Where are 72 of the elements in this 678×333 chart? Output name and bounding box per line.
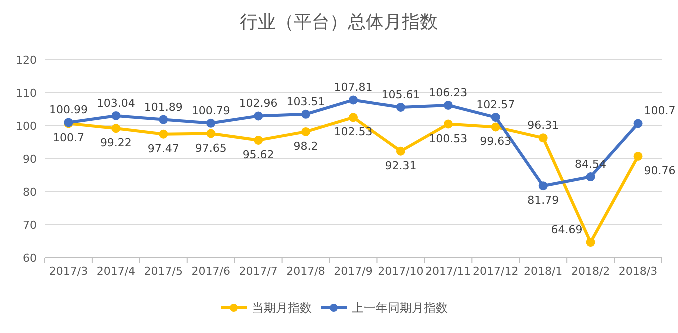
- data-label: 96.31: [528, 119, 560, 132]
- data-label: 102.53: [334, 126, 373, 139]
- chart-title: 行业（平台）总体月指数: [240, 12, 438, 33]
- point: [586, 238, 596, 248]
- data-label: 100.7: [644, 104, 676, 118]
- x-tick-label: 2018/1: [524, 265, 563, 278]
- point: [302, 127, 311, 136]
- data-label: 92.31: [385, 159, 417, 172]
- x-tick-label: 2018/3: [618, 265, 658, 278]
- data-label: 102.96: [239, 97, 278, 110]
- point: [396, 102, 406, 112]
- y-tick-label: 60: [23, 252, 37, 265]
- point: [586, 172, 596, 182]
- point: [396, 146, 406, 156]
- y-tick-label: 70: [23, 219, 37, 232]
- y-tick-label: 110: [16, 87, 37, 100]
- point: [254, 136, 264, 145]
- point: [159, 130, 168, 139]
- x-tick-label: 2017/11: [426, 265, 472, 278]
- y-tick-label: 80: [23, 186, 37, 199]
- x-tick-label: 2017/10: [378, 265, 424, 278]
- data-label: 106.23: [429, 86, 468, 100]
- x-tick-label: 2017/8: [286, 265, 326, 278]
- data-label: 90.76: [644, 164, 676, 178]
- x-tick-label: 2017/6: [192, 265, 230, 278]
- point: [206, 129, 216, 138]
- point: [444, 100, 453, 110]
- data-label: 103.51: [286, 95, 326, 108]
- point: [349, 96, 358, 105]
- point: [634, 152, 643, 161]
- data-label: 97.65: [195, 142, 227, 155]
- data-label: 100.99: [49, 104, 88, 117]
- point: [112, 124, 121, 134]
- point: [491, 113, 500, 122]
- point: [112, 111, 121, 120]
- data-label: 105.61: [382, 88, 420, 102]
- point: [254, 112, 264, 121]
- data-label: 102.57: [476, 98, 516, 112]
- data-label: 99.22: [100, 136, 132, 150]
- y-tick-label: 90: [23, 153, 37, 166]
- point: [444, 120, 453, 129]
- y-tick-label: 120: [16, 54, 37, 67]
- point: [538, 134, 548, 143]
- data-label: 101.89: [144, 100, 183, 114]
- data-label: 98.2: [294, 140, 318, 153]
- data-label: 81.79: [528, 194, 560, 208]
- x-tick-label: 2017/9: [334, 265, 373, 278]
- data-label: 103.04: [96, 96, 136, 110]
- data-label: 100.79: [192, 104, 230, 118]
- point: [349, 113, 358, 122]
- data-label: 97.47: [148, 142, 180, 156]
- x-tick-label: 2017/5: [144, 265, 184, 278]
- point: [491, 122, 500, 132]
- point: [206, 118, 216, 128]
- point: [159, 115, 168, 124]
- legend-label: 上一年同期月指数: [352, 301, 448, 315]
- data-label: 100.7: [52, 132, 84, 145]
- x-tick-label: 2017/3: [49, 265, 88, 278]
- y-tick-label: 100: [16, 120, 37, 133]
- legend-label: 当期月指数: [252, 301, 312, 315]
- data-label: 64.69: [551, 224, 583, 237]
- x-tick-label: 2017/4: [96, 265, 136, 278]
- data-label: 100.53: [429, 132, 468, 146]
- point: [634, 119, 643, 128]
- point: [302, 110, 311, 119]
- x-tick-label: 2017/7: [239, 265, 278, 278]
- point: [538, 182, 548, 191]
- data-label: 95.62: [242, 148, 274, 162]
- x-tick-label: 2018/2: [571, 265, 610, 278]
- data-label: 99.63: [480, 135, 512, 148]
- x-tick-label: 2017/12: [473, 265, 519, 278]
- data-label: 107.81: [334, 81, 373, 94]
